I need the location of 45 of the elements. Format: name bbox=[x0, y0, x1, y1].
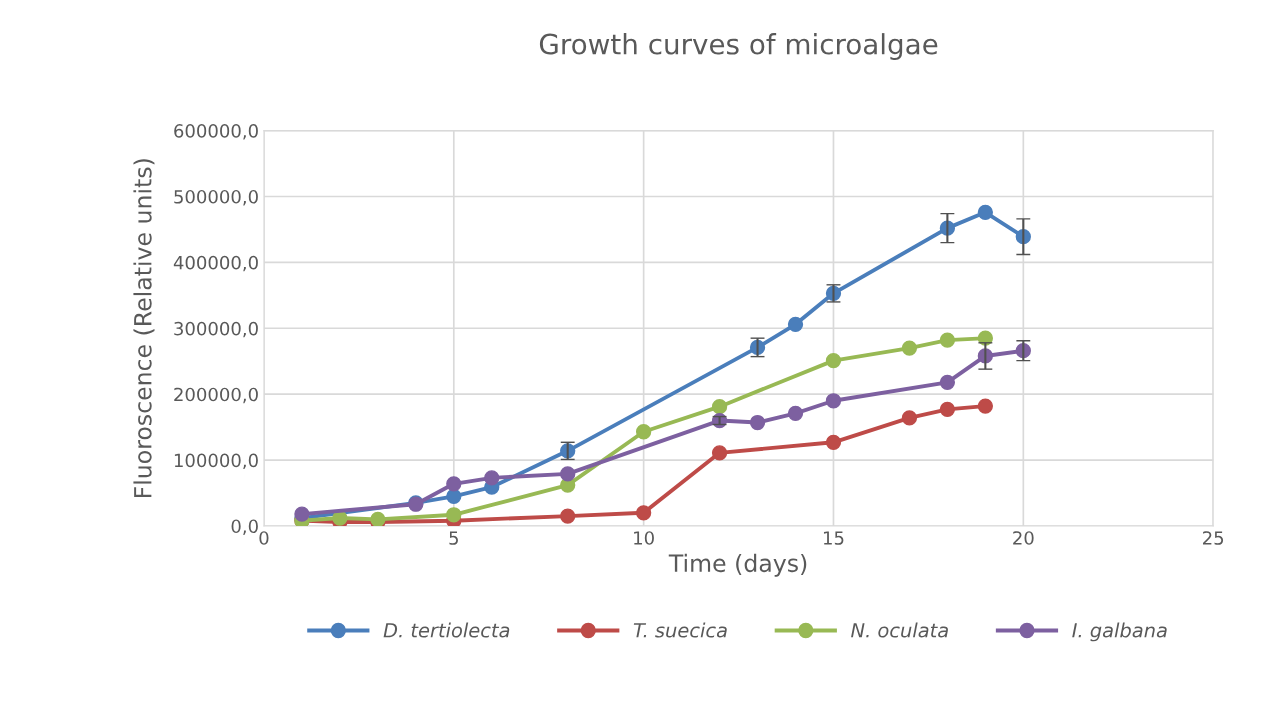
point bbox=[901, 410, 918, 426]
legend-label: D. tertiolecta bbox=[383, 622, 510, 638]
point bbox=[787, 316, 804, 332]
y-tick-label: 0,0 bbox=[231, 519, 258, 535]
point bbox=[711, 399, 728, 415]
point bbox=[939, 401, 956, 417]
chart-title: Growth curves of microalgae bbox=[539, 33, 938, 60]
point bbox=[560, 466, 576, 482]
point bbox=[635, 424, 652, 440]
point bbox=[787, 405, 804, 421]
point bbox=[901, 340, 918, 356]
legend-label: N. oculata bbox=[851, 622, 948, 638]
point bbox=[446, 507, 462, 523]
point bbox=[635, 505, 652, 521]
point bbox=[977, 330, 993, 346]
y-tick-label: 300000,0 bbox=[174, 321, 258, 338]
x-tick-label: 20 bbox=[1013, 531, 1034, 545]
x-tick-label: 15 bbox=[823, 531, 844, 545]
point bbox=[977, 204, 993, 220]
point bbox=[977, 398, 993, 414]
point bbox=[484, 470, 500, 486]
point bbox=[294, 506, 310, 522]
legend-label: T. suecica bbox=[633, 622, 727, 638]
point bbox=[446, 488, 462, 504]
point bbox=[825, 352, 842, 369]
y-tick-label: 100000,0 bbox=[174, 453, 258, 470]
y-tick-label: 400000,0 bbox=[173, 255, 258, 272]
x-tick-label: 10 bbox=[634, 531, 654, 545]
point bbox=[560, 508, 576, 524]
y-tick-label: 200000,0 bbox=[174, 387, 258, 404]
point bbox=[939, 332, 956, 348]
point bbox=[825, 393, 842, 409]
legend-label: I. galbana bbox=[1072, 622, 1167, 642]
point bbox=[749, 414, 766, 431]
point bbox=[825, 434, 842, 450]
point bbox=[711, 445, 728, 461]
x-axis-title: Time (days) bbox=[668, 553, 807, 577]
y-tick-label: 600000,0 bbox=[174, 124, 258, 140]
y-axis-title: Fluoroscence (Relative units) bbox=[133, 159, 155, 498]
x-tick-label: 5 bbox=[449, 531, 458, 545]
x-tick-label: 25 bbox=[1203, 531, 1224, 545]
point bbox=[939, 374, 956, 390]
x-tick-label: 0 bbox=[259, 531, 269, 545]
y-tick-label: 500000,0 bbox=[174, 189, 258, 206]
point bbox=[446, 476, 462, 492]
